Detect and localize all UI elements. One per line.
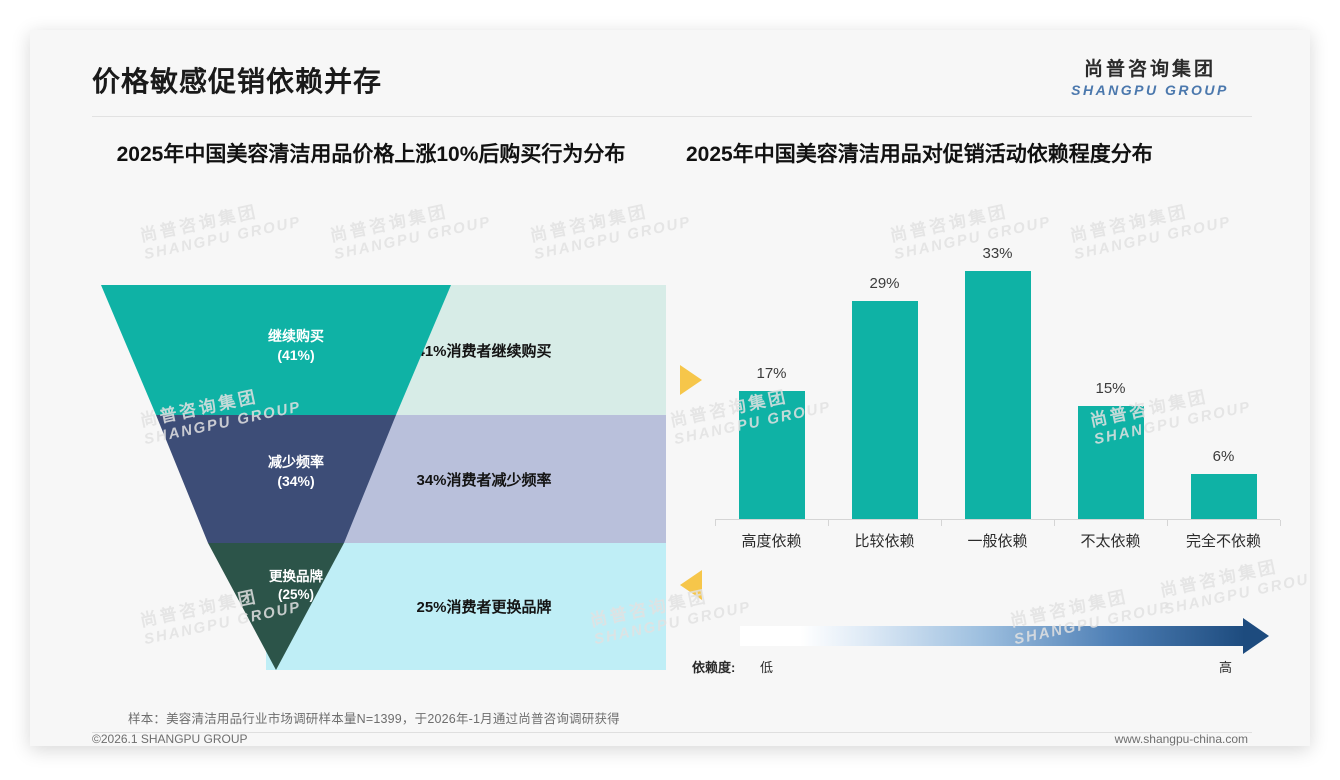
- funnel-chart: 41%消费者继续购买 34%消费者减少频率 25%消费者更换品牌 继续购买 (4…: [96, 285, 702, 670]
- bar[interactable]: [964, 271, 1031, 519]
- x-axis-category-label: 比较依赖: [854, 533, 915, 550]
- funnel-annotation-text-2: 34%消费者减少频率: [416, 471, 552, 489]
- triangle-right-icon: [680, 365, 702, 395]
- bar-column[interactable]: 15%: [1054, 380, 1167, 519]
- funnel-segment-2: [156, 415, 396, 543]
- bar-column[interactable]: 6%: [1167, 448, 1280, 519]
- funnel-segment-3: [208, 543, 344, 670]
- bar-value-label: 15%: [1095, 380, 1126, 397]
- gradient-bar: [740, 626, 1245, 646]
- x-axis-tick: [715, 520, 716, 526]
- slide-footer: ©2026.1 SHANGPU GROUP www.shangpu-china.…: [30, 732, 1310, 746]
- dependency-gradient-legend: 依赖度: 低 高: [692, 618, 1282, 690]
- footer-divider: [92, 732, 1252, 733]
- funnel-shape: [101, 285, 451, 670]
- x-axis-tick: [1280, 520, 1281, 526]
- bar-value-label: 33%: [982, 245, 1013, 262]
- bar-column[interactable]: 29%: [828, 275, 941, 519]
- left-chart-title: 2025年中国美容清洁用品价格上涨10%后购买行为分布: [116, 143, 626, 166]
- bar[interactable]: [738, 391, 805, 519]
- bar[interactable]: [1077, 406, 1144, 519]
- funnel-annotation-text-1: 41%消费者继续购买: [416, 342, 552, 360]
- x-axis-category-label: 一般依赖: [967, 533, 1028, 550]
- funnel-annotation-text-3: 25%消费者更换品牌: [416, 599, 552, 616]
- arrow-right-icon: [1243, 618, 1269, 654]
- brand-name-cn: 尚普咨询集团: [1083, 59, 1216, 80]
- x-axis-category-label: 完全不依赖: [1185, 533, 1261, 550]
- page-title: 价格敏感促销依赖并存: [92, 66, 383, 97]
- x-axis-category-label: 高度依赖: [741, 533, 802, 550]
- brand-logo: 尚普咨询集团 SHANGPU GROUP: [1050, 58, 1250, 99]
- legend-caption: 依赖度:: [692, 660, 736, 675]
- x-axis-tick: [941, 520, 942, 526]
- footer-copyright: ©2026.1 SHANGPU GROUP: [92, 732, 248, 746]
- x-axis-tick: [828, 520, 829, 526]
- sample-footnote: 样本：美容清洁用品行业市场调研样本量N=1399，于2026年-1月通过尚普咨询…: [128, 712, 620, 726]
- x-axis-tick: [1054, 520, 1055, 526]
- legend-high-label: 高: [1219, 660, 1233, 675]
- x-axis-line: [715, 519, 1280, 520]
- bar-value-label: 29%: [869, 275, 900, 292]
- x-axis-category-label: 不太依赖: [1080, 533, 1141, 550]
- right-chart-panel: 2025年中国美容清洁用品对促销活动依赖程度分布 17% 29% 33% 15% 6% …: [680, 140, 1282, 700]
- x-axis-tick: [1167, 520, 1168, 526]
- footer-website: www.shangpu-china.com: [1114, 732, 1248, 746]
- bar-value-label: 17%: [756, 365, 787, 382]
- brand-name-en: SHANGPU GROUP: [1071, 81, 1229, 98]
- slide-header: 价格敏感促销依赖并存 尚普咨询集团 SHANGPU GROUP: [30, 30, 1310, 116]
- slide-card: 价格敏感促销依赖并存 尚普咨询集团 SHANGPU GROUP 2025年中国美…: [30, 30, 1310, 746]
- bar-column[interactable]: 33%: [941, 245, 1054, 519]
- bar[interactable]: [851, 301, 918, 519]
- left-chart-panel: 2025年中国美容清洁用品价格上涨10%后购买行为分布 41%消费者继续购买 3…: [66, 140, 702, 700]
- header-divider: [92, 116, 1252, 117]
- bar-column[interactable]: 17%: [715, 365, 828, 519]
- bar-chart: 17% 29% 33% 15% 6% 高度依赖 比较依赖 一般依赖 不太依赖 完全不依赖: [715, 210, 1281, 570]
- bar-plot-area: 17% 29% 33% 15% 6%: [715, 210, 1281, 526]
- bar[interactable]: [1190, 474, 1257, 519]
- funnel-segment-1: [101, 285, 451, 415]
- funnel-annotation-panel-3: 25%消费者更换品牌: [266, 543, 666, 670]
- bar-value-label: 6%: [1212, 448, 1235, 465]
- triangle-left-icon: [680, 570, 702, 600]
- right-chart-title: 2025年中国美容清洁用品对促销活动依赖程度分布: [686, 143, 1153, 166]
- x-axis-category-labels: 高度依赖 比较依赖 一般依赖 不太依赖 完全不依赖: [715, 530, 1280, 560]
- legend-low-label: 低: [760, 660, 774, 675]
